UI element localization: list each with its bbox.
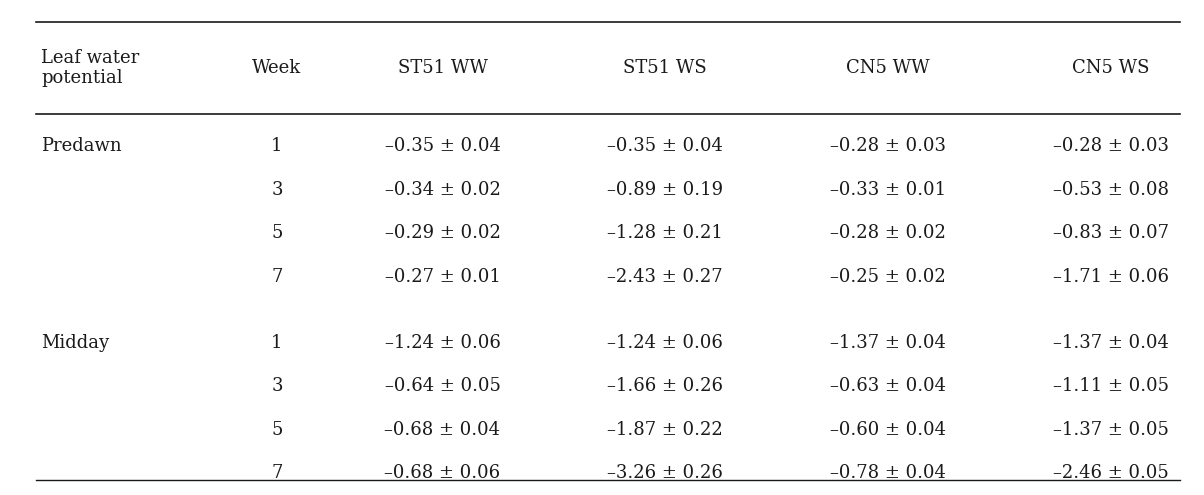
Text: –0.83 ± 0.07: –0.83 ± 0.07: [1052, 224, 1169, 242]
Text: CN5 WW: CN5 WW: [846, 59, 929, 77]
Text: CN5 WS: CN5 WS: [1072, 59, 1150, 77]
Text: ST51 WW: ST51 WW: [397, 59, 488, 77]
Text: –0.63 ± 0.04: –0.63 ± 0.04: [830, 377, 946, 395]
Text: 5: 5: [271, 421, 283, 439]
Text: –1.66 ± 0.26: –1.66 ± 0.26: [607, 377, 724, 395]
Text: 5: 5: [271, 224, 283, 242]
Text: –0.34 ± 0.02: –0.34 ± 0.02: [384, 181, 501, 198]
Text: –1.37 ± 0.05: –1.37 ± 0.05: [1052, 421, 1169, 439]
Text: –0.68 ± 0.06: –0.68 ± 0.06: [384, 464, 501, 482]
Text: Predawn: Predawn: [41, 137, 122, 155]
Text: 3: 3: [271, 181, 283, 198]
Text: –0.29 ± 0.02: –0.29 ± 0.02: [384, 224, 501, 242]
Text: –0.35 ± 0.04: –0.35 ± 0.04: [384, 137, 501, 155]
Text: –1.37 ± 0.04: –1.37 ± 0.04: [1052, 334, 1169, 351]
Text: –1.28 ± 0.21: –1.28 ± 0.21: [607, 224, 724, 242]
Text: –0.78 ± 0.04: –0.78 ± 0.04: [830, 464, 946, 482]
Text: –0.28 ± 0.03: –0.28 ± 0.03: [1052, 137, 1169, 155]
Text: Week: Week: [253, 59, 301, 77]
Text: –0.53 ± 0.08: –0.53 ± 0.08: [1052, 181, 1169, 198]
Text: –0.89 ± 0.19: –0.89 ± 0.19: [607, 181, 724, 198]
Text: –0.25 ± 0.02: –0.25 ± 0.02: [830, 268, 946, 286]
Text: –0.35 ± 0.04: –0.35 ± 0.04: [607, 137, 724, 155]
Text: 3: 3: [271, 377, 283, 395]
Text: –0.27 ± 0.01: –0.27 ± 0.01: [384, 268, 501, 286]
Text: –0.28 ± 0.02: –0.28 ± 0.02: [830, 224, 946, 242]
Text: –1.24 ± 0.06: –1.24 ± 0.06: [384, 334, 501, 351]
Text: Midday: Midday: [41, 334, 110, 351]
Text: –2.43 ± 0.27: –2.43 ± 0.27: [607, 268, 724, 286]
Text: –1.11 ± 0.05: –1.11 ± 0.05: [1052, 377, 1169, 395]
Text: 1: 1: [271, 334, 283, 351]
Text: Leaf water
potential: Leaf water potential: [41, 49, 140, 88]
Text: –1.71 ± 0.06: –1.71 ± 0.06: [1052, 268, 1169, 286]
Text: –0.64 ± 0.05: –0.64 ± 0.05: [384, 377, 501, 395]
Text: –0.33 ± 0.01: –0.33 ± 0.01: [830, 181, 946, 198]
Text: –2.46 ± 0.05: –2.46 ± 0.05: [1052, 464, 1169, 482]
Text: ST51 WS: ST51 WS: [624, 59, 707, 77]
Text: –0.68 ± 0.04: –0.68 ± 0.04: [384, 421, 501, 439]
Text: 1: 1: [271, 137, 283, 155]
Text: –1.37 ± 0.04: –1.37 ± 0.04: [830, 334, 946, 351]
Text: 7: 7: [271, 464, 283, 482]
Text: 7: 7: [271, 268, 283, 286]
Text: –1.87 ± 0.22: –1.87 ± 0.22: [607, 421, 724, 439]
Text: –3.26 ± 0.26: –3.26 ± 0.26: [607, 464, 724, 482]
Text: –0.60 ± 0.04: –0.60 ± 0.04: [830, 421, 946, 439]
Text: –1.24 ± 0.06: –1.24 ± 0.06: [607, 334, 724, 351]
Text: –0.28 ± 0.03: –0.28 ± 0.03: [830, 137, 946, 155]
